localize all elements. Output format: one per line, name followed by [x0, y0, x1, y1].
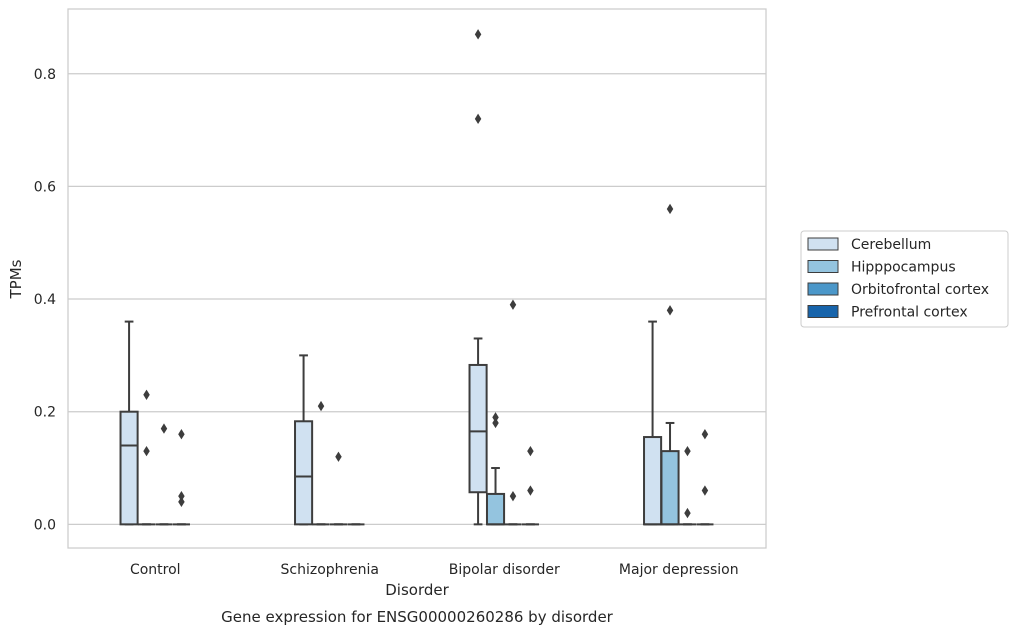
- y-tick-label: 0.2: [34, 405, 56, 421]
- outlier-point: [701, 429, 709, 440]
- box-plot-box: [643, 320, 663, 526]
- box-plot-box: [521, 445, 539, 526]
- legend-label: Prefrontal cortex: [851, 305, 968, 321]
- box-plot-box: [137, 389, 156, 526]
- legend-frame: [800, 230, 1009, 328]
- box-plot-box: [294, 354, 314, 526]
- outlier-point: [666, 203, 674, 215]
- legend: Cerebellum Hipppocampus Orbitofrontal cort…: [800, 230, 1009, 328]
- outlier-point: [143, 389, 150, 400]
- outlier-point: [666, 305, 674, 316]
- box-iqr: [468, 363, 488, 494]
- legend-item: Prefrontal cortex: [807, 305, 968, 321]
- x-axis-label: Disorder: [385, 581, 449, 599]
- outlier-point: [178, 491, 185, 502]
- box-iqr: [485, 492, 506, 526]
- legend-item: Orbitofrontal cortex: [807, 282, 989, 298]
- outlier-point: [474, 29, 482, 40]
- box-plot-box: [119, 320, 139, 526]
- outlier-point: [492, 417, 499, 429]
- x-axis-ticks: Control Schizophrenia Bipolar disorder Majo…: [130, 562, 739, 578]
- legend-label: Orbitofrontal cortex: [851, 282, 989, 298]
- outlier-point: [178, 496, 185, 507]
- box-plot-marks: [119, 29, 714, 526]
- box-iqr: [119, 410, 139, 526]
- x-tick-label: Schizophrenia: [281, 562, 379, 578]
- y-tick-label: 0.4: [34, 292, 56, 308]
- box-plot-box: [329, 451, 348, 526]
- box-plot-box: [504, 299, 522, 526]
- legend-item: Hipppocampus: [807, 260, 956, 276]
- box-plot-box: [155, 423, 173, 526]
- outlier-point: [684, 445, 691, 457]
- outlier-point: [160, 423, 168, 434]
- plot-area-frame: [67, 8, 767, 549]
- outlier-point: [509, 491, 517, 502]
- legend-label: Cerebellum: [851, 237, 931, 253]
- x-tick-label: Bipolar disorder: [449, 562, 560, 578]
- outlier-point: [527, 445, 534, 457]
- y-axis-ticks: 0.0 0.2 0.4 0.6 0.8: [34, 67, 56, 534]
- y-tick-label: 0.0: [34, 517, 56, 533]
- outlier-point: [684, 507, 691, 519]
- legend-swatch: [807, 305, 839, 318]
- legend-swatch: [807, 282, 839, 296]
- x-tick-label: Control: [130, 562, 181, 578]
- box-plot-box: [468, 29, 488, 526]
- outlier-point: [335, 451, 342, 462]
- outlier-point: [509, 299, 517, 310]
- box-plot-box: [312, 400, 330, 526]
- box-plot-box: [660, 203, 680, 526]
- legend-items: Cerebellum Hipppocampus Orbitofrontal cort…: [807, 237, 989, 321]
- outlier-point: [527, 485, 534, 496]
- y-tick-label: 0.6: [34, 179, 56, 195]
- outlier-point: [492, 412, 499, 423]
- box-iqr: [294, 420, 314, 526]
- y-tick-label: 0.8: [34, 67, 56, 83]
- box-iqr: [660, 450, 680, 526]
- x-tick-label: Major depression: [619, 562, 739, 578]
- y-axis-label: TPMs: [7, 259, 25, 299]
- outlier-point: [474, 113, 482, 125]
- outlier-point: [317, 400, 325, 412]
- outlier-point: [701, 485, 709, 496]
- outlier-point: [143, 445, 150, 457]
- legend-item: Cerebellum: [807, 237, 931, 253]
- box-plot-box: [678, 445, 697, 526]
- legend-label: Hipppocampus: [851, 260, 956, 276]
- box-plot-box: [696, 429, 714, 526]
- box-plot-box: [485, 412, 506, 526]
- legend-swatch: [807, 237, 839, 251]
- box-plot-box: [172, 429, 190, 526]
- chart-caption: Gene expression for ENSG00000260286 by d…: [221, 608, 614, 626]
- outlier-point: [178, 429, 185, 440]
- legend-swatch: [807, 260, 839, 273]
- box-iqr: [643, 436, 663, 526]
